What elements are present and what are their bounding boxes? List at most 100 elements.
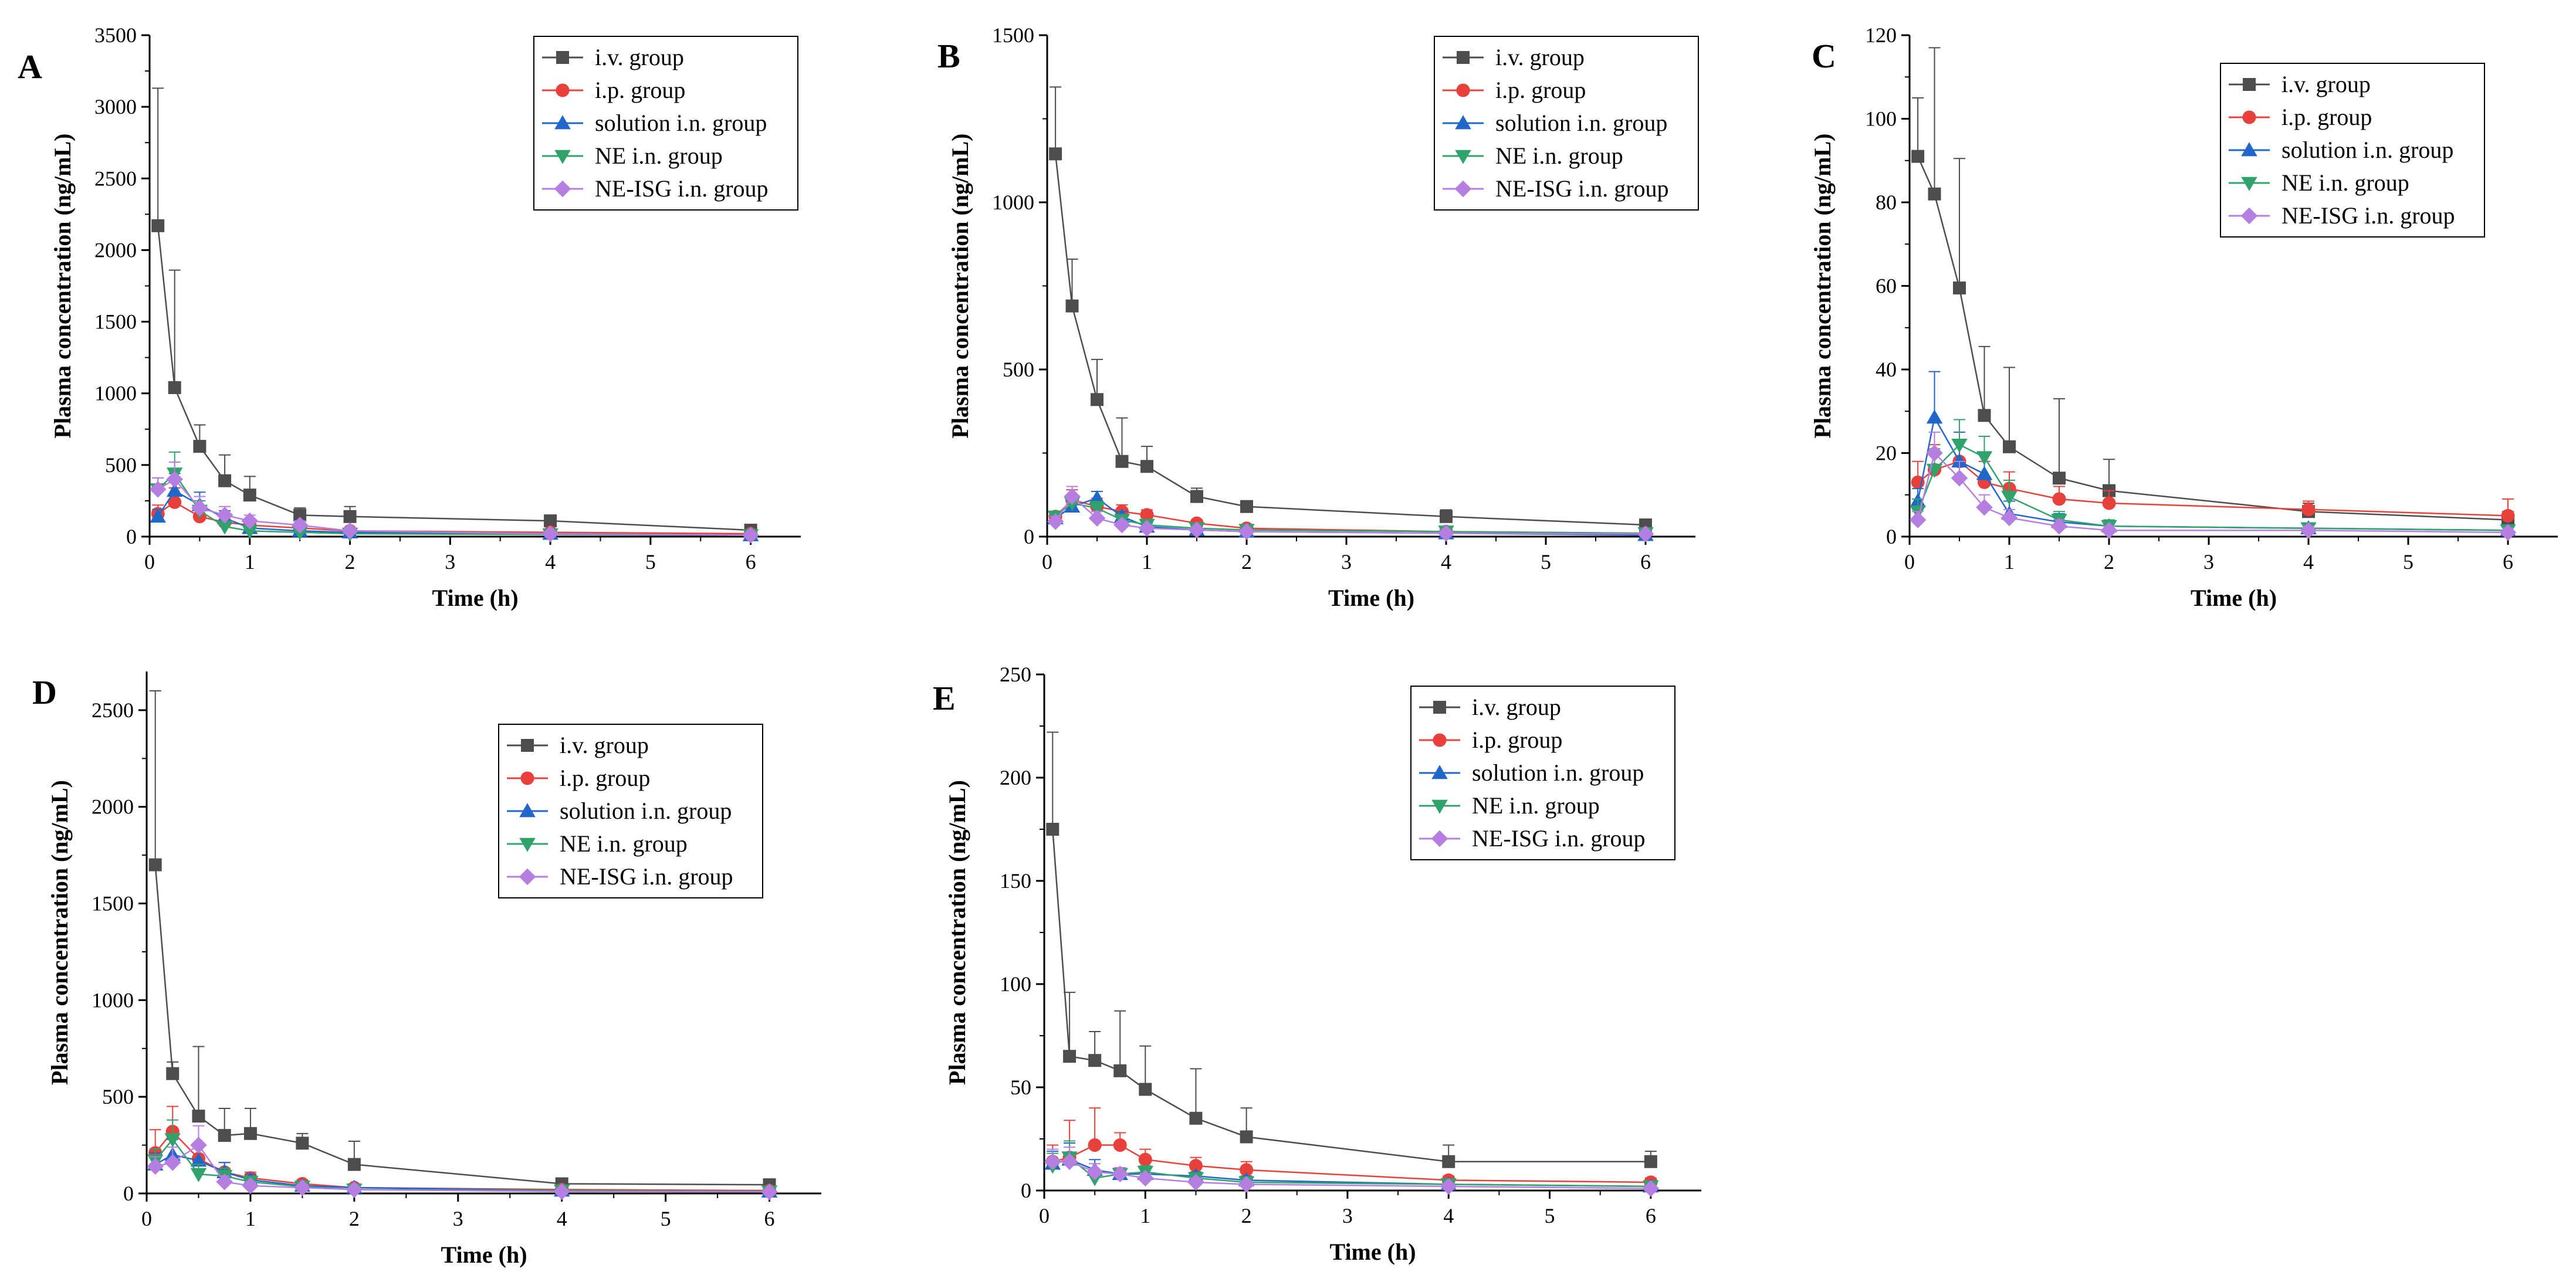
legend-marker bbox=[519, 868, 536, 886]
legend-marker bbox=[554, 180, 571, 198]
legend-label: NE i.n. group bbox=[1495, 143, 1623, 169]
series-square-0 bbox=[1049, 86, 1652, 532]
data-point bbox=[191, 499, 208, 517]
x-tick-label: 0 bbox=[1904, 550, 1915, 574]
x-tick-label: 4 bbox=[557, 1207, 567, 1230]
data-point bbox=[2301, 503, 2316, 517]
data-point bbox=[193, 440, 207, 453]
data-point bbox=[1953, 282, 1966, 295]
x-tick-label: 0 bbox=[1039, 1204, 1050, 1227]
legend: i.v. group i.p. group solution i.n. group N… bbox=[1410, 686, 1675, 860]
data-point bbox=[216, 520, 233, 535]
y-tick-label: 0 bbox=[1886, 525, 1897, 548]
data-point bbox=[1065, 299, 1079, 313]
data-point bbox=[1138, 520, 1156, 537]
data-point bbox=[1138, 1152, 1152, 1166]
y-axis-title: Plasma concentration (ng/mL) bbox=[944, 780, 970, 1085]
legend-marker bbox=[1456, 83, 1470, 97]
x-axis-title: Time (h) bbox=[441, 1242, 527, 1268]
y-tick-label: 200 bbox=[1000, 766, 1031, 789]
data-point bbox=[1113, 516, 1130, 534]
y-tick-label: 2000 bbox=[92, 795, 134, 819]
data-point bbox=[242, 524, 258, 539]
legend-marker bbox=[1455, 115, 1471, 130]
data-point bbox=[166, 483, 183, 497]
x-tick-label: 2 bbox=[1241, 550, 1252, 574]
x-tick-label: 3 bbox=[445, 550, 455, 574]
chart-panel-e: E 0 1 2 3 4 5 6 0 50 100 150 200 250 Time (h) Plasma co… bbox=[933, 663, 1701, 1265]
x-tick-label: 6 bbox=[764, 1207, 775, 1230]
data-point bbox=[544, 514, 557, 528]
legend-marker bbox=[1457, 51, 1470, 64]
panel-letter-b: B bbox=[937, 37, 960, 75]
data-point bbox=[1976, 498, 1993, 516]
legend-marker bbox=[2242, 110, 2256, 124]
data-point bbox=[347, 1158, 361, 1171]
data-point bbox=[1113, 1138, 1127, 1152]
legend-label: NE i.n. group bbox=[560, 830, 688, 857]
y-tick-label: 40 bbox=[1876, 358, 1897, 381]
x-tick-label: 4 bbox=[2303, 550, 2314, 574]
series-diamond-4 bbox=[149, 461, 759, 544]
x-tick-label: 1 bbox=[245, 550, 255, 574]
data-point bbox=[1137, 1169, 1154, 1187]
legend-marker bbox=[519, 837, 536, 852]
data-point bbox=[341, 522, 358, 540]
data-point bbox=[190, 1152, 207, 1167]
data-point bbox=[1637, 525, 1654, 542]
data-point bbox=[1115, 455, 1129, 468]
series-diamond-4 bbox=[147, 1125, 778, 1200]
x-tick-label: 0 bbox=[1042, 550, 1052, 574]
y-tick-label: 50 bbox=[1010, 1076, 1031, 1099]
data-point bbox=[1911, 150, 1925, 163]
data-point bbox=[1113, 1064, 1127, 1077]
data-point bbox=[2001, 491, 2018, 506]
y-tick-label: 0 bbox=[1024, 525, 1034, 548]
data-point bbox=[190, 1137, 207, 1154]
data-point bbox=[216, 1173, 233, 1191]
series-triangle-down-3 bbox=[1910, 419, 2516, 539]
data-point bbox=[2501, 508, 2515, 523]
x-tick-label: 6 bbox=[2503, 550, 2513, 574]
data-point bbox=[190, 1168, 207, 1182]
data-point bbox=[1442, 1155, 1455, 1168]
data-point bbox=[1111, 1165, 1129, 1183]
data-point bbox=[164, 1154, 181, 1171]
legend-marker bbox=[1454, 180, 1472, 198]
y-tick-label: 150 bbox=[1000, 869, 1031, 893]
y-tick-label: 120 bbox=[1865, 23, 1897, 47]
panel-letter-c: C bbox=[1812, 37, 1836, 75]
legend-marker bbox=[521, 739, 534, 752]
data-point bbox=[1189, 1159, 1203, 1173]
x-tick-label: 3 bbox=[453, 1207, 463, 1230]
data-point bbox=[2499, 524, 2517, 541]
data-point bbox=[1088, 510, 1106, 527]
legend-label: i.p. group bbox=[1472, 727, 1562, 753]
y-tick-label: 3500 bbox=[94, 23, 137, 47]
legend-label: i.v. group bbox=[1495, 44, 1585, 70]
data-point bbox=[168, 381, 181, 394]
legend-marker bbox=[556, 51, 569, 64]
data-point bbox=[1951, 469, 1968, 487]
legend-marker bbox=[520, 771, 534, 785]
data-point bbox=[218, 1129, 231, 1142]
legend-marker bbox=[2243, 78, 2256, 91]
data-point bbox=[1976, 451, 1993, 466]
legend-label: solution i.n. group bbox=[2281, 137, 2453, 163]
series-circle-1 bbox=[1911, 419, 2515, 523]
data-point bbox=[2300, 522, 2317, 539]
data-point bbox=[1063, 1050, 1077, 1063]
y-tick-label: 0 bbox=[123, 1182, 134, 1205]
x-tick-label: 3 bbox=[2203, 550, 2214, 574]
data-point bbox=[2100, 522, 2118, 539]
y-tick-label: 3000 bbox=[94, 95, 137, 118]
series-line bbox=[157, 225, 751, 531]
x-tick-label: 0 bbox=[141, 1207, 152, 1230]
x-axis-title: Time (h) bbox=[1329, 1239, 1416, 1265]
data-point bbox=[1188, 521, 1206, 538]
data-point bbox=[1928, 187, 1941, 201]
data-point bbox=[216, 507, 233, 524]
y-axis-title: Plasma concentration (ng/mL) bbox=[46, 780, 73, 1085]
data-point bbox=[1240, 1163, 1254, 1177]
